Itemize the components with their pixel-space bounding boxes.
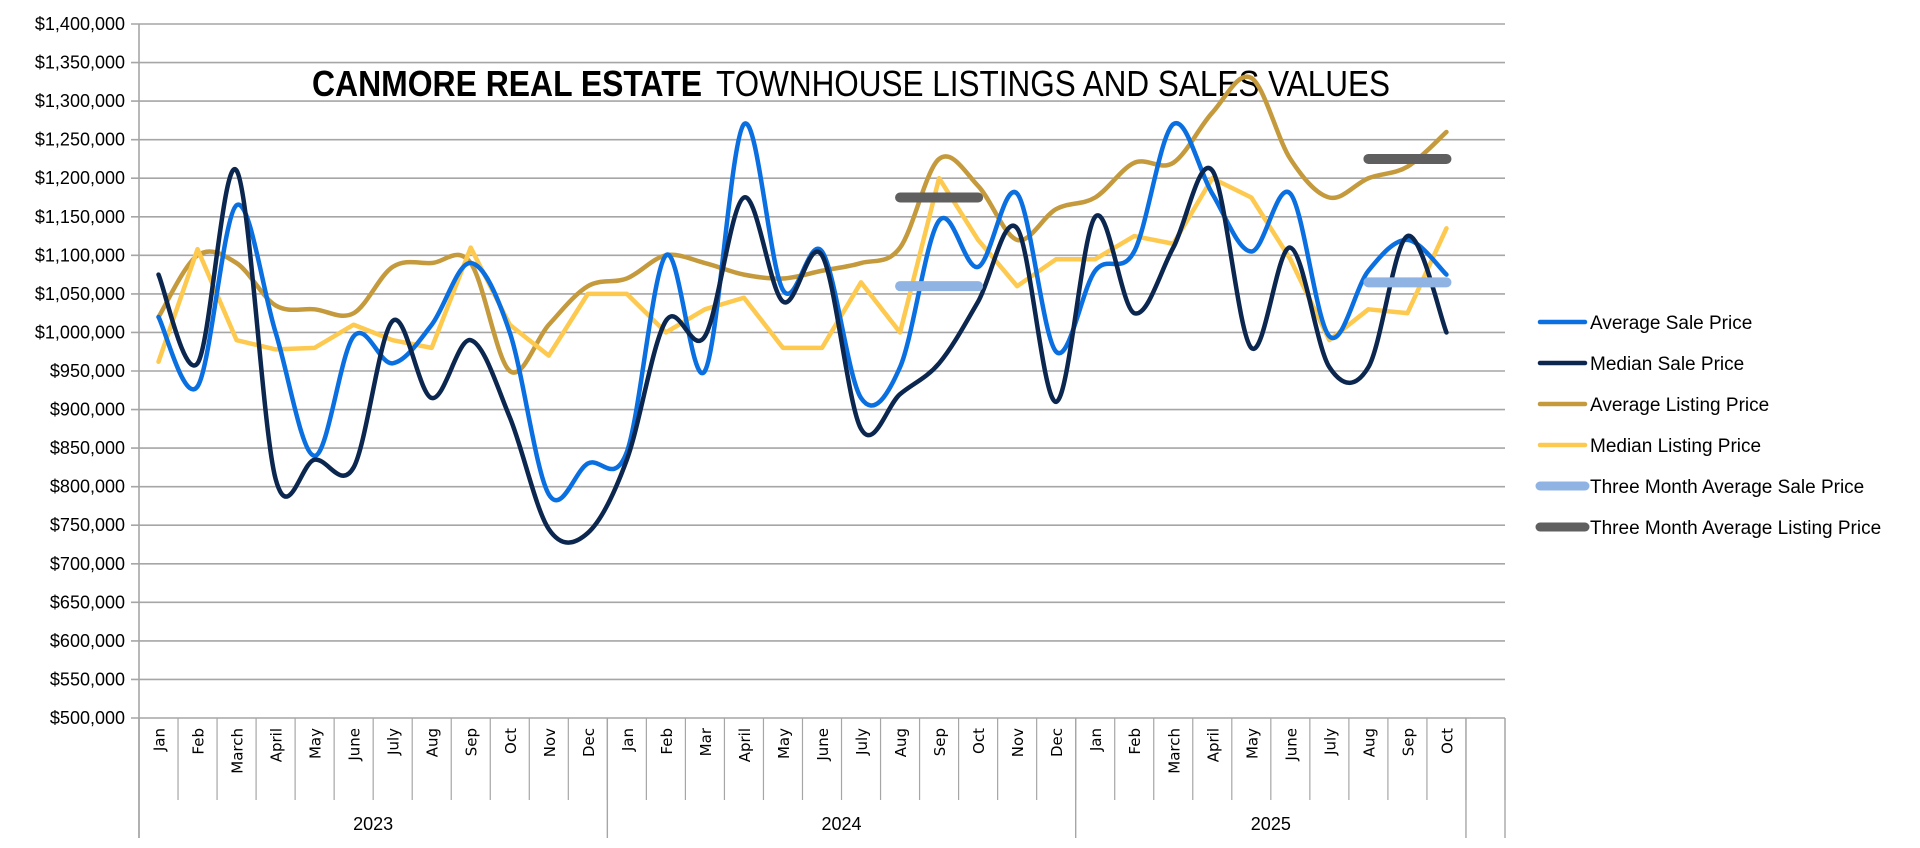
y-tick-label: $800,000: [50, 477, 125, 497]
x-tick-label: Dec: [580, 728, 598, 757]
x-tick-label: Jan: [151, 728, 169, 752]
y-axis-ticks: $500,000 $550,000 $600,000 $650,000 $700,000…: [35, 14, 125, 728]
x-tick-label: July: [853, 728, 871, 756]
series-line-median-sale-price: [156, 165, 1449, 545]
legend-label: Median Listing Price: [1590, 436, 1761, 457]
legend-label: Average Sale Price: [1590, 313, 1752, 334]
x-tick-label: June: [1282, 728, 1300, 762]
chart-title: CANMORE REAL ESTATE TOWNHOUSE LISTINGS A…: [312, 63, 1390, 104]
y-tick-label: $650,000: [50, 592, 125, 612]
chart-title-light: TOWNHOUSE LISTINGS AND SALES VALUES: [716, 63, 1390, 104]
x-tick-label: May: [307, 728, 325, 759]
x-tick-label: June: [346, 728, 364, 762]
series-lines: [156, 74, 1452, 545]
year-label: 2025: [1251, 814, 1291, 834]
x-tick-label: April: [268, 728, 286, 762]
x-tick-label: Oct: [1438, 728, 1456, 754]
x-tick-label: Oct: [502, 728, 520, 754]
legend-label: Three Month Average Sale Price: [1590, 477, 1864, 498]
x-tick-label: April: [736, 728, 754, 762]
y-tick-label: $1,050,000: [35, 284, 125, 304]
y-tick-label: $850,000: [50, 438, 125, 458]
x-tick-label: Jan: [1087, 728, 1105, 752]
x-tick-label: Nov: [541, 728, 559, 757]
y-tick-label: $1,350,000: [35, 53, 125, 73]
y-tick-label: $1,250,000: [35, 130, 125, 150]
y-tick-label: $1,200,000: [35, 168, 125, 188]
y-tick-label: $750,000: [50, 515, 125, 535]
x-tick-label: Sep: [1399, 728, 1417, 756]
y-tick-label: $700,000: [50, 554, 125, 574]
series-line-median-listing-price: [156, 175, 1449, 364]
x-axis: Jan Feb March April May June July Aug Sep Oct Nov D…: [138, 718, 1506, 838]
legend-label: Average Listing Price: [1590, 395, 1769, 416]
y-tick-label: $1,100,000: [35, 245, 125, 265]
x-tick-label: May: [775, 728, 793, 759]
y-tick-label: $1,400,000: [35, 14, 125, 34]
series-line-average-listing-price: [156, 74, 1449, 375]
x-tick-label: Dec: [1048, 728, 1066, 757]
year-label: 2023: [353, 814, 393, 834]
y-tick-label: $600,000: [50, 631, 125, 651]
gridlines: [131, 23, 1505, 838]
x-tick-label: Sep: [931, 728, 949, 756]
x-tick-label: Aug: [892, 728, 910, 757]
x-tick-label: Nov: [1009, 728, 1027, 757]
x-tick-label: Mar: [697, 727, 715, 756]
x-tick-label: Feb: [190, 728, 208, 755]
x-tick-label: Oct: [970, 728, 988, 754]
year-label: 2024: [821, 814, 861, 834]
y-tick-label: $500,000: [50, 708, 125, 728]
chart-title-bold: CANMORE REAL ESTATE: [312, 63, 702, 104]
legend-label: Median Sale Price: [1590, 354, 1744, 375]
x-tick-label: Sep: [463, 728, 481, 756]
x-tick-label: July: [1321, 728, 1339, 756]
y-tick-label: $900,000: [50, 400, 125, 420]
y-tick-label: $1,000,000: [35, 322, 125, 342]
legend: Average Sale Price Median Sale Price Avera…: [1535, 313, 1881, 539]
y-tick-label: $1,150,000: [35, 207, 125, 227]
x-tick-label: Aug: [424, 728, 442, 757]
x-tick-label: June: [814, 728, 832, 762]
legend-label: Three Month Average Listing Price: [1590, 518, 1881, 539]
x-tick-label: May: [1243, 728, 1261, 759]
x-tick-label: Aug: [1360, 728, 1378, 757]
x-tick-label: July: [385, 728, 403, 756]
y-tick-label: $950,000: [50, 361, 125, 381]
x-tick-label: Feb: [1126, 728, 1144, 755]
x-tick-label: March: [1165, 728, 1183, 774]
y-tick-label: $550,000: [50, 669, 125, 689]
series-line-average-sale-price: [156, 120, 1449, 503]
x-tick-label: April: [1204, 728, 1222, 762]
x-tick-label: Jan: [619, 728, 637, 752]
x-tick-label: March: [229, 728, 247, 774]
y-tick-label: $1,300,000: [35, 91, 125, 111]
x-tick-label: Feb: [658, 728, 676, 755]
